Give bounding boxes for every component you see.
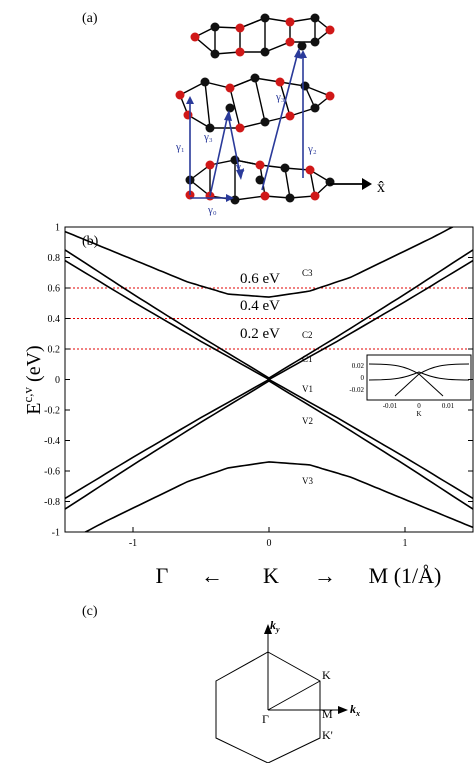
ky-label: ky: [270, 618, 280, 634]
inset-ytick-2: -0.02: [349, 386, 364, 394]
gamma0-label: γ₀: [207, 204, 217, 216]
top-layer: [190, 13, 335, 59]
band-C2: [65, 249, 473, 379]
k-label: K: [322, 668, 331, 682]
gamma4-arrow: [227, 113, 241, 175]
y-axis-label: Ec,v (eV): [20, 345, 45, 414]
ytick-label-7: -0.4: [44, 436, 60, 447]
kx-label: kx: [350, 702, 360, 718]
gamma-to-k-line: [267, 680, 321, 711]
band-name-V1: V1: [302, 384, 313, 394]
gamma3-upper-arrow: [261, 51, 299, 191]
inset-xtick-2: 0.01: [442, 402, 455, 410]
band-name-C3: C3: [302, 268, 313, 278]
brillouin-zone: (c) ky kx Γ M K K': [82, 604, 360, 763]
inset-band-cross: [394, 373, 444, 397]
k-point-label: K: [263, 563, 279, 588]
ytick-label-2: 0.6: [48, 284, 61, 295]
band-structure-plot: (b) 10.80.60.40.20-0.2-0.4-0.6-0.8-1 -1 0…: [20, 223, 474, 588]
band-name-V3: V3: [302, 476, 313, 486]
xtick-label-2: 1: [403, 538, 408, 549]
band-V3: [83, 461, 473, 532]
xtick-label-0: -1: [129, 538, 137, 549]
lattice-structure: x̂ γ₁ γ₀ γ₃ γ₄ γ₃ γ₂: [175, 13, 385, 216]
ytick-label-1: 0.8: [48, 253, 61, 264]
gamma3-upper-label: γ₃: [275, 91, 285, 103]
x-ticks: -1 0 1: [129, 527, 408, 549]
band-C3: [65, 227, 455, 298]
xtick-label-1: 0: [267, 538, 272, 549]
bottom-layer: [185, 155, 335, 205]
inset-xtick-0: -0.01: [383, 402, 398, 410]
panel-c-label: (c): [82, 604, 98, 619]
band-name-C2: C2: [302, 330, 313, 340]
ytick-label-3: 0.4: [48, 314, 61, 325]
ytick-label-9: -0.8: [44, 497, 60, 508]
reference-lines: [65, 287, 473, 350]
gamma3-label: γ₃: [203, 131, 213, 143]
right-arrow: →: [314, 563, 336, 588]
k-prime-label: K': [322, 728, 333, 742]
band-name-C1: C1: [302, 354, 313, 364]
gamma-point-label: Γ: [156, 563, 169, 588]
gamma2-label: γ₂: [307, 143, 317, 155]
energy-label-0.4: 0.4 eV: [240, 298, 280, 314]
inset-band-lower: [368, 371, 470, 381]
ytick-label-0: 1: [55, 223, 60, 234]
inset-ytick-0: 0.02: [352, 362, 365, 370]
ytick-label-5: 0: [55, 375, 60, 386]
inset-plot: 0.02 0 -0.02 -0.01 0 0.01 K: [349, 354, 472, 418]
y-ticks: 1 0.8 0.6 0.4 0.2 0 -0.2 -0.4 -0.6 -0.8 -1: [44, 223, 473, 539]
band-name-V2: V2: [302, 416, 313, 426]
gamma-label: Γ: [262, 712, 269, 726]
energy-label-0.2: 0.2 eV: [240, 326, 280, 342]
ytick-label-10: -1: [52, 528, 60, 539]
energy-label-0.6: 0.6 eV: [240, 271, 280, 287]
inset-ytick-1: 0: [361, 374, 365, 382]
band-V2: [65, 380, 473, 510]
m-label: M: [322, 707, 333, 721]
gamma3-arrow: [209, 113, 229, 197]
ytick-label-6: -0.2: [44, 406, 60, 417]
middle-layer: [175, 73, 335, 133]
ytick-label-4: 0.2: [48, 345, 61, 356]
x-axis-arrowhead: [362, 178, 372, 190]
inset-frame: [366, 354, 472, 401]
inset-xlabel: K: [416, 410, 421, 418]
x-axis-label: x̂: [377, 179, 385, 196]
ytick-label-8: -0.6: [44, 467, 60, 478]
bands: [65, 227, 473, 532]
gamma1-label: γ₁: [175, 141, 185, 153]
left-arrow: ←: [201, 563, 223, 588]
panel-a-label: (a): [82, 11, 98, 26]
gamma4-label: γ₄: [235, 161, 245, 173]
inset-xtick-1: 0: [417, 402, 421, 410]
band-V1: [65, 378, 473, 500]
m-direction-label: M (1/Å): [369, 563, 442, 588]
